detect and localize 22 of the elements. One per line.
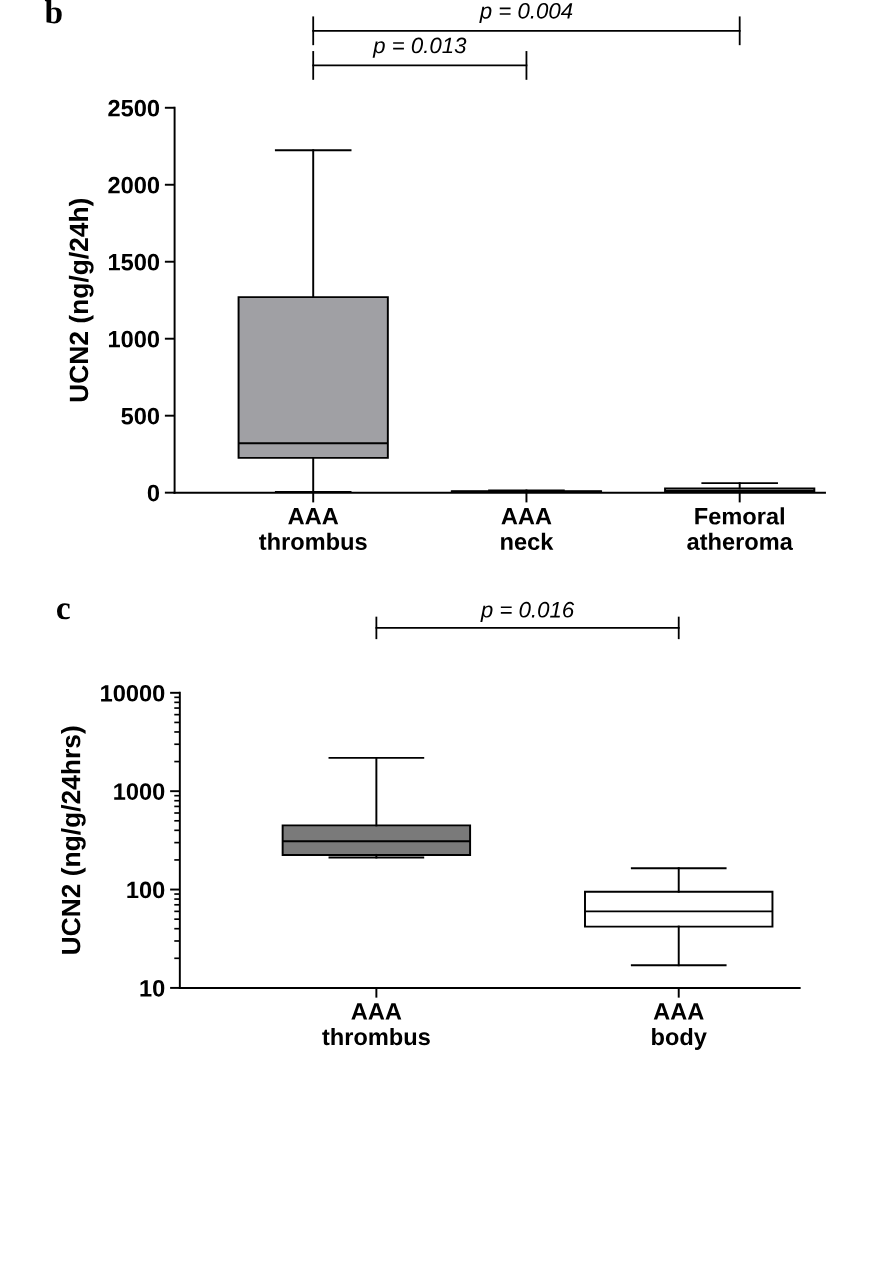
y-tick-label: 1000 (108, 330, 160, 348)
x-tick-label: AAA body (652, 1003, 707, 1050)
y-tick-label: 100 (127, 881, 165, 899)
y-axis-title: UCN2 (ng/g/24h) (68, 198, 94, 402)
x-tick-label: AAA thrombus (322, 1003, 430, 1046)
y-tick-label: 0 (147, 484, 160, 502)
y-tick-label: 2500 (108, 99, 160, 117)
x-tick-label: AAA neck (501, 508, 554, 551)
y-tick-label: 1500 (108, 253, 160, 271)
y-axis-title: UCN2 (ng/g/24hrs) (61, 726, 86, 954)
x-tick-label: Femoral atheroma (687, 507, 793, 551)
chart-title: c (57, 603, 70, 620)
y-tick-label: 2000 (108, 176, 160, 194)
text: p = 0.004 (479, 2, 573, 24)
text: p = 0.013 (372, 37, 467, 58)
y-tick-label: 10 (140, 979, 165, 997)
text: p = 0.016 (480, 601, 575, 622)
chart-title: b (44, 0, 62, 24)
y-tick-label: 500 (121, 407, 160, 425)
y-tick-label: 1000 (114, 783, 165, 800)
x-tick-label: AAA thrombus (259, 508, 367, 551)
y-tick-label: 10000 (101, 684, 165, 702)
